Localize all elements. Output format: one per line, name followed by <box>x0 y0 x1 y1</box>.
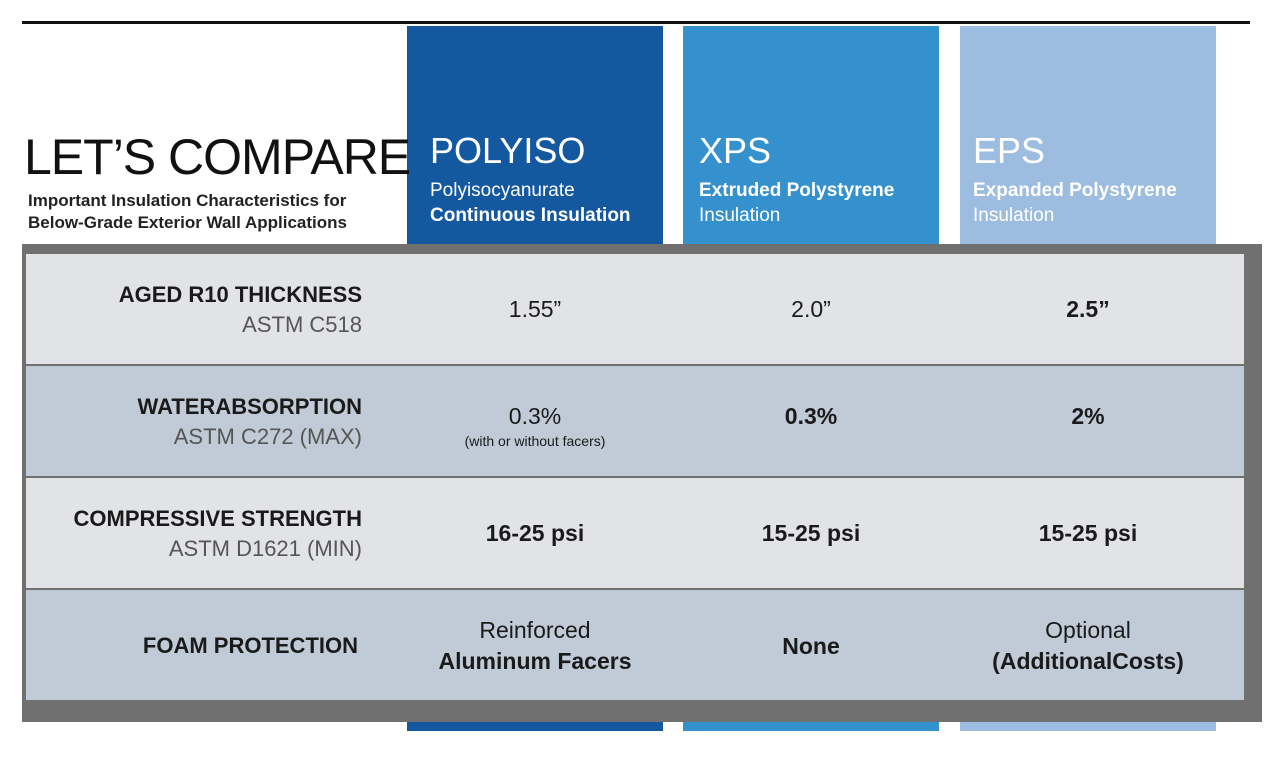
subtitle-line: Below-Grade Exterior Wall Applications <box>28 213 347 232</box>
table-row <box>26 254 1244 364</box>
row-label-compressive: COMPRESSIVE STRENGTH ASTM D1621 (MIN) <box>74 504 362 564</box>
cell-polyiso-thickness: 1.55” <box>508 296 562 322</box>
cell-xps-compressive: 15-25 psi <box>761 520 861 546</box>
column-desc: Extruded Polystyrene <box>699 180 895 201</box>
table-row <box>26 590 1244 700</box>
cell-polyiso-compressive: 16-25 psi <box>485 520 585 546</box>
cell-eps-compressive: 15-25 psi <box>1038 520 1138 546</box>
cell-polyiso-foam: Reinforced Aluminum Facers <box>407 615 663 677</box>
column-desc: Insulation <box>699 205 781 226</box>
cell-value-line2: Aluminum Facers <box>438 648 632 674</box>
cell-value: Reinforced <box>479 617 591 643</box>
table-row <box>26 366 1244 476</box>
row-label-thickness: AGED R10 THICKNESS ASTM C518 <box>119 280 362 340</box>
row-standard: ASTM D1621 (MIN) <box>168 536 362 561</box>
column-desc: Insulation <box>973 205 1055 226</box>
cell-polyiso-water: 0.3% (with or without facers) <box>407 401 663 450</box>
cell-value: Optional <box>1045 617 1131 643</box>
cell-value: 0.3% <box>508 403 562 429</box>
column-desc: Continuous Insulation <box>430 205 631 226</box>
row-label: FOAM PROTECTION <box>142 633 358 658</box>
subtitle-line: Important Insulation Characteristics for <box>28 191 347 210</box>
row-label-water-absorption: WATERABSORPTION ASTM C272 (MAX) <box>138 392 362 452</box>
cell-value-line2: (AdditionalCosts) <box>992 648 1184 674</box>
page-title: LET’S COMPARE <box>24 129 411 185</box>
cell-eps-foam: Optional (AdditionalCosts) <box>960 615 1216 677</box>
row-label: AGED R10 THICKNESS <box>118 282 362 307</box>
column-name: EPS <box>973 130 1046 171</box>
cell-eps-thickness: 2.5” <box>1066 296 1110 322</box>
column-header-polyiso: POLYISO Polyisocyanurate Continuous Insu… <box>430 130 631 228</box>
row-label: COMPRESSIVE STRENGTH <box>73 506 362 531</box>
cell-note: (with or without facers) <box>464 433 606 449</box>
column-name: POLYISO <box>430 130 586 171</box>
table-row <box>26 478 1244 588</box>
row-label-foam-protection: FOAM PROTECTION <box>143 631 358 661</box>
row-standard: ASTM C518 <box>242 312 362 337</box>
row-label: WATERABSORPTION <box>137 394 362 419</box>
page-subtitle: Important Insulation Characteristics for… <box>28 190 388 234</box>
row-standard: ASTM C272 (MAX) <box>173 424 362 449</box>
top-rule <box>22 21 1250 24</box>
cell-xps-thickness: 2.0” <box>791 296 831 322</box>
column-desc: Polyisocyanurate <box>430 180 575 201</box>
column-desc: Expanded Polystyrene <box>973 180 1177 201</box>
cell-eps-water: 2% <box>1071 403 1105 429</box>
column-header-eps: EPS Expanded Polystyrene Insulation <box>973 130 1177 228</box>
column-name: XPS <box>699 130 772 171</box>
cell-xps-water: 0.3% <box>784 403 838 429</box>
column-header-xps: XPS Extruded Polystyrene Insulation <box>699 130 894 228</box>
cell-xps-foam: None <box>782 633 840 659</box>
